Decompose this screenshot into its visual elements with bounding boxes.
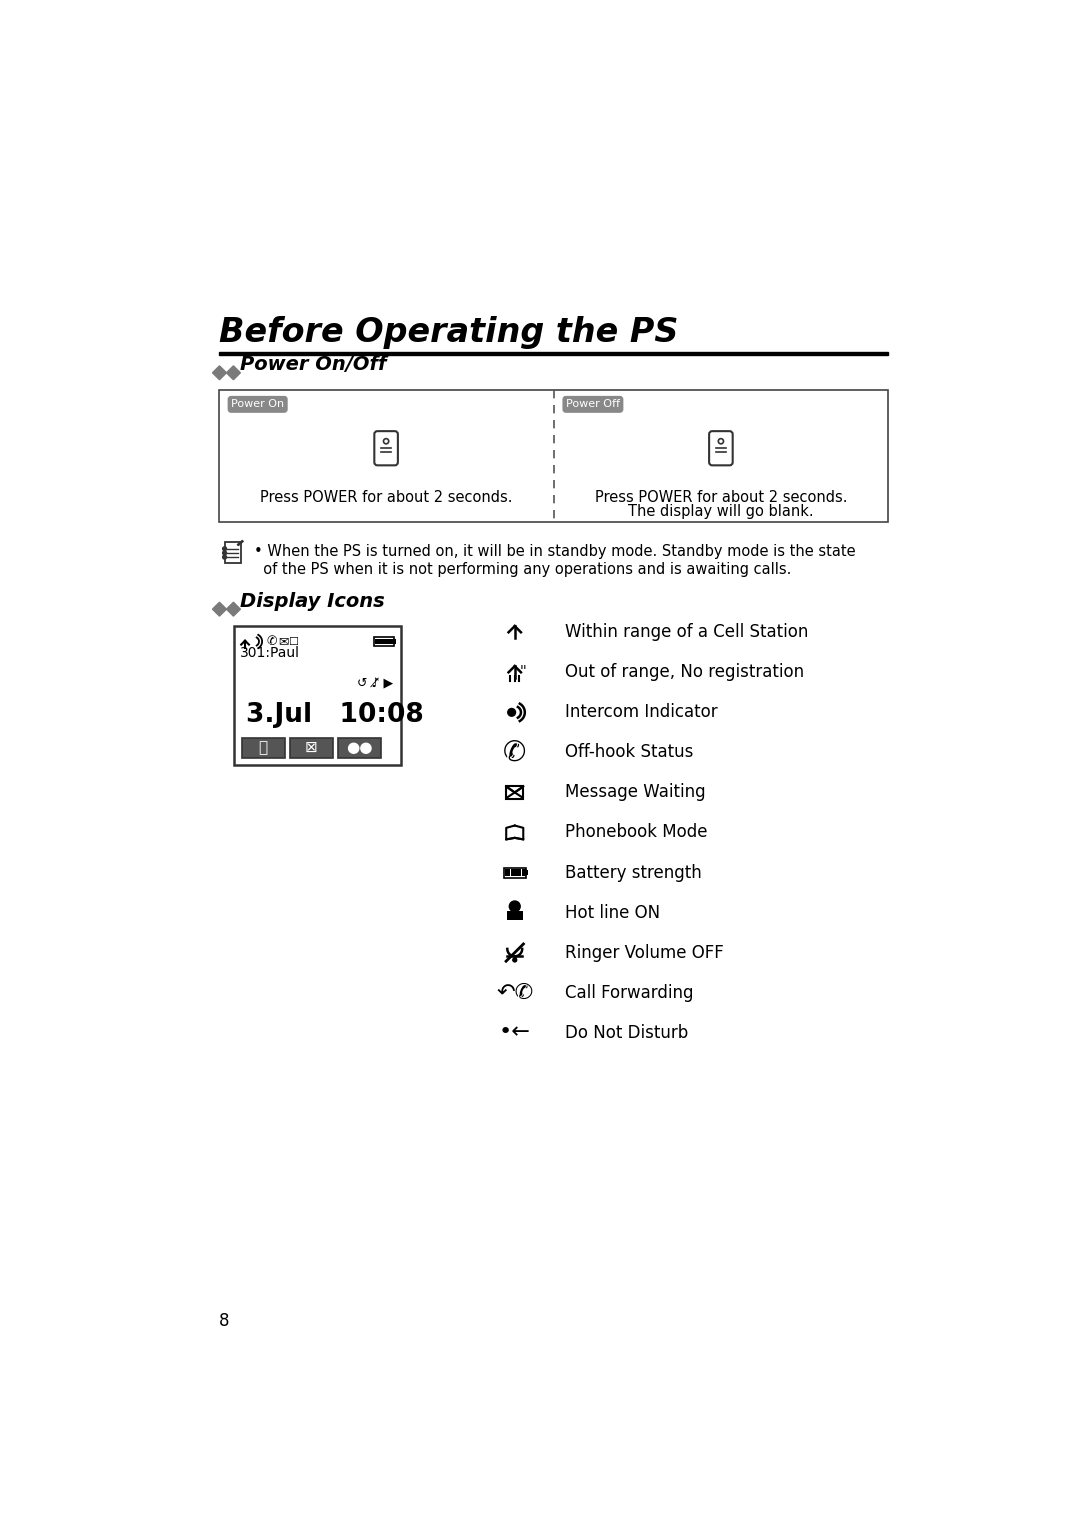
Circle shape xyxy=(508,709,515,717)
Bar xyxy=(516,869,521,876)
FancyBboxPatch shape xyxy=(710,431,732,466)
Bar xyxy=(504,868,526,877)
Text: ✆: ✆ xyxy=(267,636,278,648)
Bar xyxy=(390,639,394,645)
Bar xyxy=(242,738,284,758)
Text: ☐: ☐ xyxy=(288,637,298,646)
Text: ↶✆: ↶✆ xyxy=(496,983,534,1002)
Text: 8: 8 xyxy=(218,1313,229,1331)
Text: •←: •← xyxy=(499,1022,530,1042)
FancyBboxPatch shape xyxy=(375,431,397,466)
Text: Hot line ON: Hot line ON xyxy=(565,903,660,921)
Text: 📖: 📖 xyxy=(258,740,268,755)
Text: ✉: ✉ xyxy=(279,636,288,648)
Text: Display Icons: Display Icons xyxy=(241,591,386,611)
Text: Before Operating the PS: Before Operating the PS xyxy=(218,316,678,348)
Circle shape xyxy=(383,439,389,443)
Bar xyxy=(218,353,888,354)
Bar xyxy=(522,869,526,876)
Text: Power Off: Power Off xyxy=(566,399,620,410)
Text: Within range of a Cell Station: Within range of a Cell Station xyxy=(565,623,809,642)
Circle shape xyxy=(222,552,227,555)
Text: ●●: ●● xyxy=(346,740,373,755)
Bar xyxy=(338,738,380,758)
Text: Phonebook Mode: Phonebook Mode xyxy=(565,824,707,842)
Bar xyxy=(380,639,384,645)
Bar xyxy=(225,542,241,564)
Bar xyxy=(218,390,888,523)
Text: Power On/Off: Power On/Off xyxy=(241,356,387,374)
Circle shape xyxy=(222,555,227,559)
Text: ↺ ♪̸ ▶: ↺ ♪̸ ▶ xyxy=(357,677,393,691)
Bar xyxy=(291,738,333,758)
Bar xyxy=(505,869,510,876)
Polygon shape xyxy=(227,602,241,616)
Bar xyxy=(507,787,524,799)
Bar xyxy=(375,639,379,645)
Text: Battery strength: Battery strength xyxy=(565,863,702,882)
Bar xyxy=(386,639,390,645)
Text: '': '' xyxy=(519,663,527,678)
Text: ✆: ✆ xyxy=(503,738,526,767)
Bar xyxy=(374,637,394,646)
Polygon shape xyxy=(213,365,227,380)
Text: 301:Paul: 301:Paul xyxy=(241,646,300,660)
Bar xyxy=(526,869,528,876)
Text: ⊠: ⊠ xyxy=(305,740,318,755)
Text: Intercom Indicator: Intercom Indicator xyxy=(565,703,718,721)
Polygon shape xyxy=(227,365,241,380)
Bar xyxy=(234,626,401,764)
Circle shape xyxy=(222,547,227,550)
Text: Do Not Disturb: Do Not Disturb xyxy=(565,1024,688,1042)
Text: Press POWER for about 2 seconds.: Press POWER for about 2 seconds. xyxy=(595,490,847,504)
Circle shape xyxy=(510,902,521,912)
Text: Message Waiting: Message Waiting xyxy=(565,784,705,801)
Circle shape xyxy=(513,958,516,963)
Bar xyxy=(511,869,515,876)
Text: Out of range, No registration: Out of range, No registration xyxy=(565,663,805,681)
Text: Call Forwarding: Call Forwarding xyxy=(565,984,693,1002)
Circle shape xyxy=(718,439,724,443)
Text: • When the PS is turned on, it will be in standby mode. Standby mode is the stat: • When the PS is turned on, it will be i… xyxy=(255,544,856,578)
Text: The display will go blank.: The display will go blank. xyxy=(629,504,813,518)
Bar xyxy=(394,639,396,643)
Text: Power On: Power On xyxy=(231,399,284,410)
Text: Press POWER for about 2 seconds.: Press POWER for about 2 seconds. xyxy=(260,490,512,504)
Bar xyxy=(507,911,523,920)
Polygon shape xyxy=(213,602,227,616)
Text: Ringer Volume OFF: Ringer Volume OFF xyxy=(565,944,724,961)
Text: Off-hook Status: Off-hook Status xyxy=(565,744,693,761)
Text: 3.Jul   10:08: 3.Jul 10:08 xyxy=(246,701,423,727)
Polygon shape xyxy=(238,541,243,545)
